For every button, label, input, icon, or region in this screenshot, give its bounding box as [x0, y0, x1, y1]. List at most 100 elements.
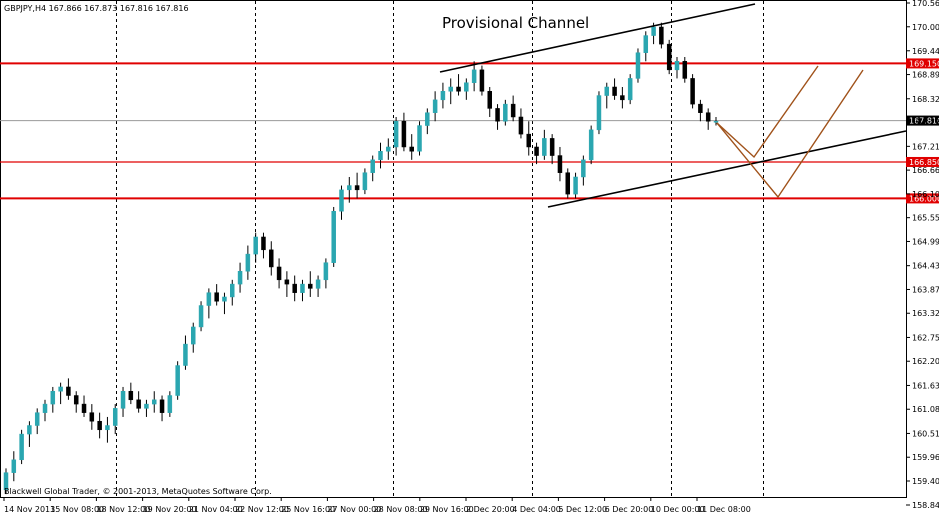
y-tick-label-170-560: 170.560: [912, 0, 939, 8]
candle-body: [284, 279, 290, 285]
candle: [581, 155, 586, 186]
candle: [198, 301, 204, 332]
candle: [674, 56, 680, 79]
candle-body: [167, 395, 173, 413]
candle-body: [183, 343, 188, 366]
y-tick-label-170-005: 170.005: [912, 23, 939, 32]
candle: [425, 108, 430, 135]
candle: [386, 138, 391, 160]
candles: [3, 22, 719, 495]
candle-body: [331, 211, 336, 263]
candle-body: [573, 176, 578, 195]
candle: [659, 22, 664, 49]
candle-body: [471, 69, 477, 83]
candle-body: [581, 159, 586, 178]
x-tick-label-10-dec-00-00: 10 Dec 00:00: [651, 505, 705, 514]
candle-body: [370, 159, 375, 173]
candle: [635, 48, 641, 83]
candle-body: [643, 35, 649, 53]
candle-body: [487, 91, 492, 109]
x-tick-label-2-dec-20-00: 2 Dec 20:00: [466, 505, 515, 514]
candle: [690, 74, 695, 109]
candle: [440, 82, 446, 109]
candle: [627, 74, 633, 105]
candle: [58, 382, 63, 405]
candle-body: [378, 151, 383, 161]
candle: [518, 108, 524, 139]
y-tick-label-167-215: 167.215: [912, 142, 939, 151]
candle: [120, 386, 126, 417]
y-tick-label-164-995: 164.995: [912, 237, 939, 246]
candle: [588, 125, 594, 165]
candle-body: [432, 99, 438, 113]
candle-body: [198, 305, 204, 328]
candle-body: [612, 86, 617, 96]
candle-body: [534, 146, 539, 156]
candle: [666, 39, 672, 75]
candle-body: [479, 69, 485, 92]
candle: [253, 232, 258, 263]
candle: [269, 241, 274, 276]
candle: [300, 279, 305, 302]
x-tick-label-18-nov-12-00: 18 Nov 12:00: [96, 505, 150, 514]
projection-path-b[interactable]: [716, 69, 864, 199]
channel-upper-line[interactable]: [439, 3, 756, 73]
candle: [510, 95, 516, 122]
candle: [347, 176, 352, 203]
candle: [479, 65, 485, 96]
chart-header: GBPJPY,H4 167.866 167.873 167.816 167.81…: [4, 4, 189, 13]
candle: [331, 206, 336, 267]
candle-body: [417, 125, 422, 152]
y-tick-label-162-755: 162.755: [912, 333, 939, 342]
candle-body: [58, 386, 63, 392]
current-price-tag: [906, 115, 939, 126]
candle-body: [214, 292, 219, 302]
candle: [19, 429, 24, 465]
y-tick-label-162-200: 162.200: [912, 357, 939, 366]
candle-body: [300, 283, 305, 293]
y-tick-label-159-405: 159.405: [912, 477, 939, 486]
candle-body: [136, 399, 141, 409]
x-tick-label-19-nov-20-00: 19 Nov 20:00: [143, 505, 197, 514]
candle: [705, 108, 711, 130]
candle: [97, 412, 102, 439]
y-tick-label-160-515: 160.515: [912, 429, 939, 438]
candle: [175, 361, 180, 400]
candle-body: [425, 112, 430, 126]
candle-body: [698, 103, 703, 113]
candle: [643, 31, 649, 62]
provisional-channel-label: Provisional Channel: [442, 14, 589, 32]
y-tick-label-166-660: 166.660: [912, 166, 939, 175]
current-price-label: 167.816: [909, 117, 939, 126]
candle-body: [120, 390, 126, 409]
candle-body: [269, 249, 274, 268]
candle-body: [97, 420, 102, 431]
candle-body: [89, 412, 95, 422]
candle-body: [635, 52, 641, 79]
candle-body: [3, 472, 9, 491]
x-tick-label-14-nov-2013: 14 Nov 2013: [4, 505, 55, 514]
candle-body: [175, 365, 180, 396]
candle-body: [503, 103, 508, 122]
projection-path-a[interactable]: [716, 65, 819, 159]
y-tick-label-163-875: 163.875: [912, 285, 939, 294]
candle: [612, 78, 617, 100]
candle-body: [292, 283, 297, 293]
copyright-text: Blackwell Global Trader, © 2001-2013, Me…: [4, 487, 272, 496]
candle-body: [409, 146, 414, 152]
candle: [89, 404, 95, 430]
candle: [370, 155, 375, 182]
drawings: [439, 3, 907, 208]
chart-symbol: GBPJPY,H4: [4, 4, 46, 13]
candle-body: [73, 395, 79, 405]
candle: [315, 275, 321, 297]
level-tag-166-850: [906, 156, 939, 167]
candle: [214, 284, 219, 306]
candle: [230, 279, 235, 306]
candle: [620, 86, 625, 109]
candle: [128, 382, 134, 405]
channel-lower-line[interactable]: [547, 130, 907, 208]
x-tick-label-25-nov-16-00: 25 Nov 16:00: [281, 505, 335, 514]
candle: [682, 56, 688, 83]
